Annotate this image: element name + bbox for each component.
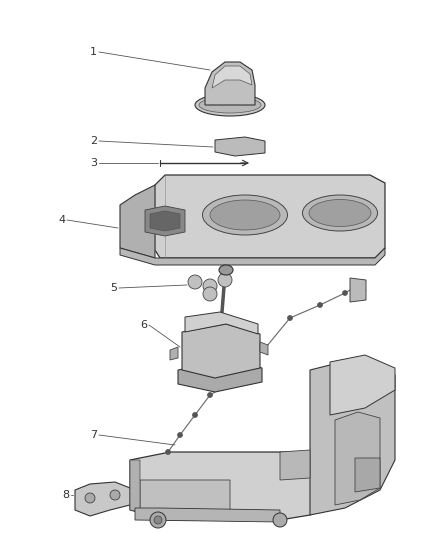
Circle shape: [110, 490, 120, 500]
Polygon shape: [182, 324, 260, 378]
Text: 1: 1: [90, 47, 97, 57]
Polygon shape: [330, 355, 395, 415]
Text: 5: 5: [110, 283, 117, 293]
Ellipse shape: [303, 195, 378, 231]
Circle shape: [150, 512, 166, 528]
Polygon shape: [135, 508, 280, 522]
Circle shape: [166, 449, 170, 455]
Text: 2: 2: [90, 136, 97, 146]
Circle shape: [208, 392, 212, 398]
Circle shape: [203, 279, 217, 293]
Ellipse shape: [195, 94, 265, 116]
Circle shape: [177, 432, 183, 438]
Polygon shape: [140, 480, 230, 520]
Polygon shape: [120, 185, 155, 258]
Text: 6: 6: [140, 320, 147, 330]
Circle shape: [287, 316, 293, 320]
Polygon shape: [212, 66, 252, 88]
Circle shape: [85, 493, 95, 503]
Polygon shape: [75, 482, 130, 516]
Circle shape: [218, 273, 232, 287]
Polygon shape: [215, 137, 265, 156]
Text: 4: 4: [58, 215, 65, 225]
Ellipse shape: [219, 265, 233, 275]
Text: 7: 7: [90, 430, 97, 440]
Polygon shape: [178, 360, 262, 392]
Polygon shape: [335, 412, 380, 505]
Polygon shape: [350, 278, 366, 302]
Polygon shape: [310, 360, 395, 515]
Polygon shape: [145, 206, 185, 236]
Polygon shape: [185, 312, 258, 334]
Circle shape: [273, 513, 287, 527]
Polygon shape: [130, 460, 140, 512]
Circle shape: [318, 303, 322, 308]
Polygon shape: [355, 458, 380, 492]
Circle shape: [154, 516, 162, 524]
Circle shape: [203, 287, 217, 301]
Ellipse shape: [309, 199, 371, 227]
Polygon shape: [120, 248, 385, 265]
Polygon shape: [280, 450, 310, 480]
Ellipse shape: [210, 200, 280, 230]
Ellipse shape: [202, 195, 287, 235]
Polygon shape: [150, 211, 180, 231]
Text: 3: 3: [90, 158, 97, 168]
Polygon shape: [170, 347, 178, 360]
Polygon shape: [205, 62, 255, 105]
Polygon shape: [130, 452, 330, 520]
Circle shape: [192, 413, 198, 417]
Ellipse shape: [199, 97, 261, 113]
Polygon shape: [260, 342, 268, 355]
Circle shape: [343, 290, 347, 295]
Circle shape: [188, 275, 202, 289]
Polygon shape: [155, 175, 385, 258]
Text: 8: 8: [62, 490, 69, 500]
